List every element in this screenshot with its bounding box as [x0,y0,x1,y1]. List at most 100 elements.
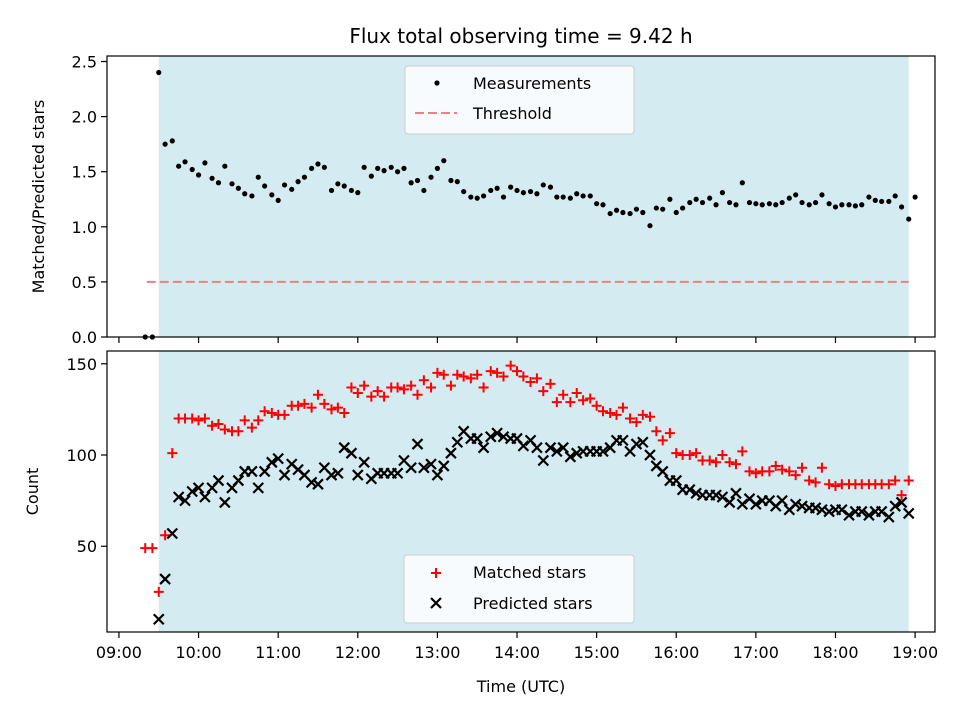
matched-point [896,490,907,501]
predicted-point [637,436,649,449]
matched-point [167,448,178,459]
predicted-point [750,498,762,511]
measurement-point [799,199,805,206]
x-tick-label: 15:00 [574,643,620,662]
measurement-point [773,202,779,208]
predicted-point [418,462,430,474]
measurement-point [739,180,745,186]
measurement-point [242,191,248,197]
measurement-point [441,158,447,164]
measurement-point [222,163,228,169]
plot-frame [106,55,936,338]
measurement-point [275,197,281,203]
measurement-point [209,175,215,181]
predicted-point [484,430,497,443]
predicted-point [278,469,291,481]
measurement-point [289,186,295,192]
predicted-point [338,441,351,454]
matched-point [372,386,383,397]
measurement-point [719,190,726,196]
measurement-point [262,183,268,189]
x-tick-label: 14:00 [494,643,540,662]
measurement-point [235,185,241,191]
matched-point [160,530,171,541]
measurement-point [189,166,195,173]
matched-point [193,415,204,426]
legend-predicted-marker [430,597,442,609]
predicted-point [656,465,669,478]
measurement-point [872,197,878,203]
predicted-point [411,438,424,450]
matched-point [617,402,628,413]
matched-point [744,466,755,477]
measurement-point [255,174,261,180]
predicted-point [889,500,901,512]
matched-point [406,380,417,391]
matched-point [485,366,496,377]
x-tick-label: 17:00 [733,643,779,662]
measurement-point [812,199,819,206]
matched-point [777,464,788,475]
matched-point [684,450,695,461]
measurement-point [753,201,759,207]
matched-point [299,398,310,409]
measurement-point [540,182,546,188]
matched-point [253,415,264,426]
measurement-point [461,188,467,195]
predicted-point [358,456,370,469]
predicted-point [252,482,265,494]
measurement-point [574,191,580,197]
measurement-point [169,138,175,144]
matched-point [637,409,648,420]
matched-point [737,446,748,457]
measurement-point [607,210,613,217]
legend: Measurements Threshold [404,65,635,135]
x-tick-label: 12:00 [335,643,381,662]
matched-point [598,406,609,417]
measurement-point [567,195,573,201]
measurement-point [779,199,785,206]
measurement-point [594,201,600,207]
measurement-point [428,174,434,180]
x-axis-label: Time (UTC) [476,677,565,696]
predicted-point [345,447,358,459]
matched-point [545,378,556,389]
measurement-point [474,195,480,201]
measurement-point [315,161,321,167]
chart-title: Flux total observing time = 9.42 h [349,24,692,48]
predicted-point [312,478,324,490]
predicted-point [425,458,437,470]
predicted-point [644,449,656,461]
legend-box [403,554,635,624]
measurement-point [766,201,773,207]
matched-point [538,386,549,397]
predicted-point [617,434,629,447]
matched-point [505,360,516,371]
matched-point [591,400,602,411]
measurement-point [879,198,885,205]
measurement-point [560,194,566,200]
measurement-point [355,190,361,196]
matched-point [810,477,821,488]
matched-point [418,375,429,386]
measurement-point [819,192,825,198]
predicted-point [258,465,271,478]
measurement-point [547,184,554,190]
measurement-point [846,202,852,208]
matched-point [651,426,662,437]
measurement-point [733,202,739,208]
measurement-point [388,164,394,170]
matched-point [438,369,449,380]
matched-point [472,369,483,380]
predicted-point [843,509,855,521]
matched-point [379,391,390,402]
matched-point [153,586,164,597]
matched-point [611,409,622,420]
predicted-point [863,509,875,521]
measurement-point [527,188,534,195]
matched-point [498,371,509,382]
y-tick-label: 50 [77,537,97,556]
measurement-point [786,195,792,201]
measurement-point [587,193,593,199]
predicted-point [557,441,569,454]
